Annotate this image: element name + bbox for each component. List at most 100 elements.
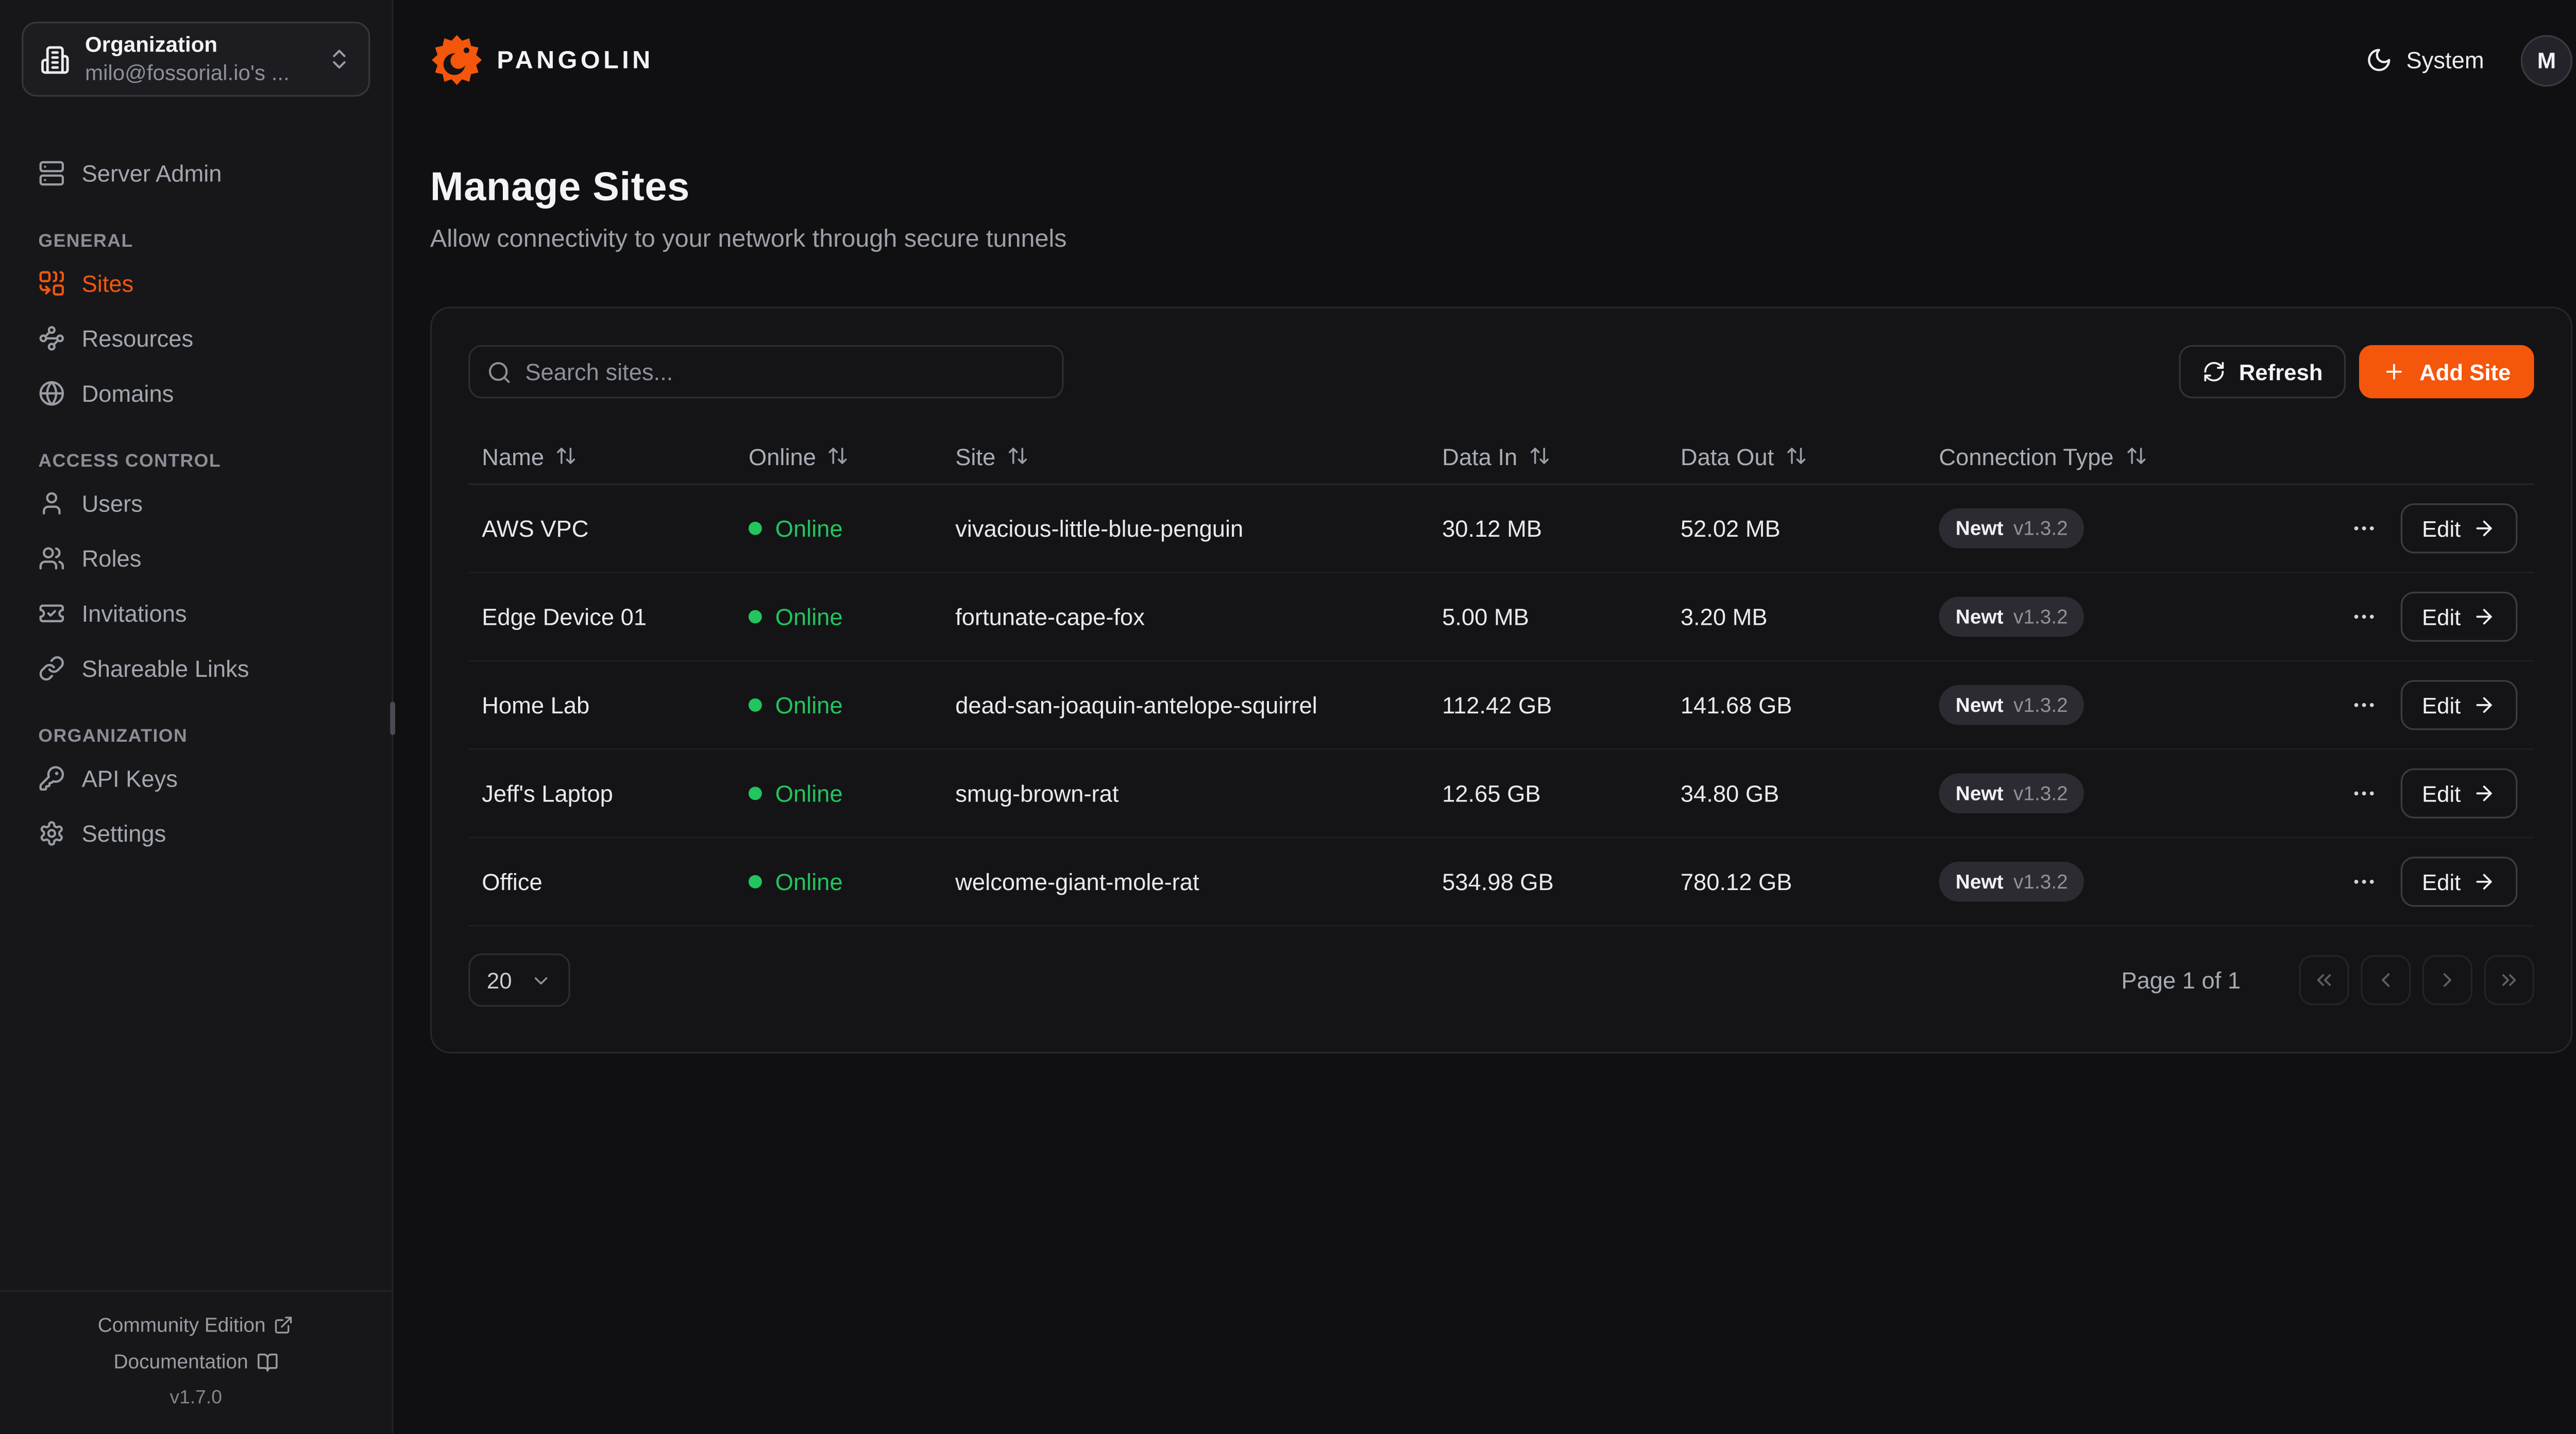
search-box [468,345,1064,399]
column-header-site[interactable]: Site [942,442,1429,469]
sidebar-item-label: Users [81,490,143,517]
data-out-cell: 52.02 MB [1680,515,1781,542]
ellipsis-icon [2350,780,2377,807]
data-in-cell: 12.65 GB [1442,780,1541,807]
edit-label: Edit [2422,869,2461,895]
external-link-icon [274,1315,294,1335]
sidebar-item-sites[interactable]: Sites [22,259,370,309]
main-content: PANGOLIN System M Manage Sites Allow con… [394,0,2576,1433]
connection-name: Newt [1955,781,2004,805]
first-page-button[interactable] [2299,955,2349,1005]
community-edition-link[interactable]: Community Edition [0,1307,392,1343]
column-header-data-out[interactable]: Data Out [1667,442,1926,469]
pangolin-mascot-icon [430,33,484,87]
org-label: Organization [85,32,218,57]
avatar[interactable]: M [2520,34,2573,86]
search-icon [487,359,512,384]
ellipsis-icon [2350,868,2377,895]
theme-toggle[interactable]: System [2366,46,2484,74]
edit-button[interactable]: Edit [2400,680,2518,730]
documentation-link[interactable]: Documentation [0,1343,392,1380]
column-header-data-in[interactable]: Data In [1429,442,1667,469]
arrow-right-icon [2472,693,2496,716]
data-out-cell: 34.80 GB [1680,780,1780,807]
theme-label: System [2406,46,2484,74]
version-label: v1.7.0 [170,1388,222,1409]
connection-type-badge: Newt v1.3.2 [1939,685,2085,725]
logo-text: PANGOLIN [497,45,654,75]
row-menu-button[interactable] [2350,515,2377,542]
row-menu-button[interactable] [2350,692,2377,719]
column-header-connection-type[interactable]: Connection Type [1926,442,2323,469]
search-input[interactable] [525,358,1045,385]
pangolin-logo[interactable]: PANGOLIN [430,33,654,87]
edit-button[interactable]: Edit [2400,503,2518,554]
online-status-dot [748,698,762,712]
sidebar-item-api-keys[interactable]: API Keys [22,754,370,804]
sidebar-item-shareable-links[interactable]: Shareable Links [22,643,370,693]
sidebar-item-label: Domains [81,380,174,407]
sidebar-nav: Server Admin GENERAL Sites Resources Dom… [0,118,392,863]
connection-name: Newt [1955,605,2004,628]
connection-name: Newt [1955,870,2004,894]
edit-button[interactable]: Edit [2400,591,2518,642]
page-head: Manage Sites Allow connectivity to your … [430,165,2572,253]
sidebar-item-settings[interactable]: Settings [22,808,370,858]
page-status: Page 1 of 1 [2121,966,2241,994]
edit-label: Edit [2422,604,2461,629]
site-name-cell: Home Lab [482,691,590,719]
sidebar-item-roles[interactable]: Roles [22,534,370,584]
row-menu-button[interactable] [2350,780,2377,807]
sidebar-item-label: Server Admin [81,160,222,187]
add-site-button[interactable]: Add Site [2359,345,2534,399]
sites-table: Name Online Site Data In [468,429,2534,927]
sort-icon [1007,445,1029,467]
community-edition-label: Community Edition [97,1313,266,1337]
column-header-online[interactable]: Online [735,442,942,469]
next-page-button[interactable] [2422,955,2472,1005]
site-id-cell: welcome-giant-mole-rat [955,868,1199,895]
row-menu-button[interactable] [2350,603,2377,630]
online-status-cell: Online [735,603,942,630]
connection-type-badge: Newt v1.3.2 [1939,861,2085,902]
connection-type-cell: Newt v1.3.2 [1926,685,2323,725]
table-row: Edge Device 01 Online fortunate-cape-fox… [468,573,2534,662]
sidebar-item-label: Shareable Links [81,655,249,682]
page-size-select[interactable]: 20 [468,953,570,1007]
connection-name: Newt [1955,693,2004,717]
connection-type-badge: Newt v1.3.2 [1939,773,2085,814]
connection-version: v1.3.2 [2013,870,2068,894]
org-selector[interactable]: Organization milo@fossorial.io's ... [22,22,370,97]
online-status-dot [748,875,762,889]
site-id-cell: dead-san-joaquin-antelope-squirrel [955,691,1317,719]
connection-type-cell: Newt v1.3.2 [1926,861,2323,902]
column-header-name[interactable]: Name [468,442,735,469]
link-icon [38,655,65,682]
connection-type-badge: Newt v1.3.2 [1939,596,2085,637]
edit-label: Edit [2422,692,2461,718]
sidebar-item-users[interactable]: Users [22,479,370,528]
edit-button[interactable]: Edit [2400,768,2518,818]
table-header: Name Online Site Data In [468,429,2534,485]
site-name-cell: Edge Device 01 [482,603,647,630]
sidebar-item-server-admin[interactable]: Server Admin [22,148,370,198]
online-status-cell: Online [735,692,942,719]
refresh-button[interactable]: Refresh [2179,345,2346,399]
last-page-button[interactable] [2484,955,2534,1005]
sidebar-item-domains[interactable]: Domains [22,368,370,418]
connection-type-cell: Newt v1.3.2 [1926,596,2323,637]
refresh-icon [2202,360,2226,383]
plus-icon [2383,360,2406,383]
site-id-cell: vivacious-little-blue-penguin [955,515,1244,542]
building-icon [40,44,70,74]
edit-button[interactable]: Edit [2400,857,2518,907]
previous-page-button[interactable] [2361,955,2411,1005]
row-menu-button[interactable] [2350,868,2377,895]
sidebar-item-label: Sites [81,270,134,297]
online-status-label: Online [775,515,843,542]
sidebar-resize-handle[interactable] [390,702,395,736]
pagination-controls: Page 1 of 1 [2121,955,2534,1005]
sidebar-item-resources[interactable]: Resources [22,313,370,363]
sidebar-item-invitations[interactable]: Invitations [22,588,370,638]
connection-type-badge: Newt v1.3.2 [1939,508,2085,549]
